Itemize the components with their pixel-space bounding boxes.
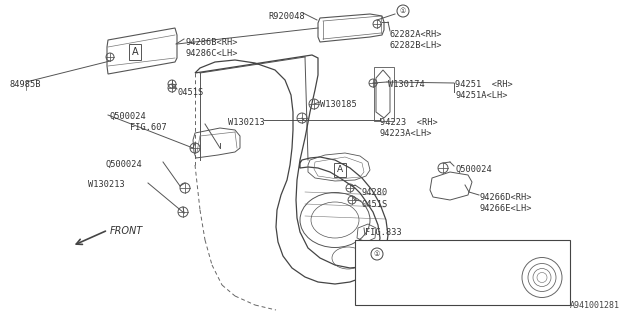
Text: 94251  <RH>: 94251 <RH>: [455, 80, 513, 89]
Text: ①  94499: ① 94499: [375, 254, 414, 263]
Text: 94266E<LH>: 94266E<LH>: [480, 204, 532, 213]
Text: 84985B: 84985B: [10, 80, 42, 89]
Text: Q500024: Q500024: [105, 160, 141, 169]
Text: 0451S: 0451S: [178, 88, 204, 97]
Text: ①: ①: [400, 8, 406, 14]
Text: W130185: W130185: [320, 100, 356, 109]
Text: W130174: W130174: [388, 80, 425, 89]
Text: 94251A<LH>: 94251A<LH>: [455, 91, 508, 100]
Text: 94223  <RH>: 94223 <RH>: [380, 118, 438, 127]
Text: FIG.607: FIG.607: [130, 123, 167, 132]
Text: 94286C<LH>: 94286C<LH>: [185, 49, 237, 58]
Text: 62282B<LH>: 62282B<LH>: [390, 41, 442, 50]
Text: necessary length.: necessary length.: [368, 292, 451, 301]
Text: 94286B<RH>: 94286B<RH>: [185, 38, 237, 47]
Text: 62282A<RH>: 62282A<RH>: [390, 30, 442, 39]
Text: FIG.833: FIG.833: [365, 228, 402, 237]
Text: A941001281: A941001281: [570, 301, 620, 310]
Bar: [355, 240, 570, 305]
Text: W130213: W130213: [228, 118, 265, 127]
Text: 94266D<RH>: 94266D<RH>: [480, 193, 532, 202]
Text: R920048: R920048: [268, 12, 305, 21]
Text: FRONT: FRONT: [110, 226, 143, 236]
Text: Please cut it according to: Please cut it according to: [368, 280, 495, 289]
Text: 94223A<LH>: 94223A<LH>: [380, 129, 433, 138]
Text: Q500024: Q500024: [455, 165, 492, 174]
Text: A: A: [337, 165, 343, 174]
Text: 94280: 94280: [362, 188, 388, 197]
Text: 0451S: 0451S: [362, 200, 388, 209]
Text: W130213: W130213: [88, 180, 125, 189]
Text: Length of the 94499 is 25m.: Length of the 94499 is 25m.: [368, 268, 500, 277]
Text: Q500024: Q500024: [110, 112, 147, 121]
Text: A: A: [132, 47, 138, 57]
Text: ①: ①: [374, 251, 380, 257]
